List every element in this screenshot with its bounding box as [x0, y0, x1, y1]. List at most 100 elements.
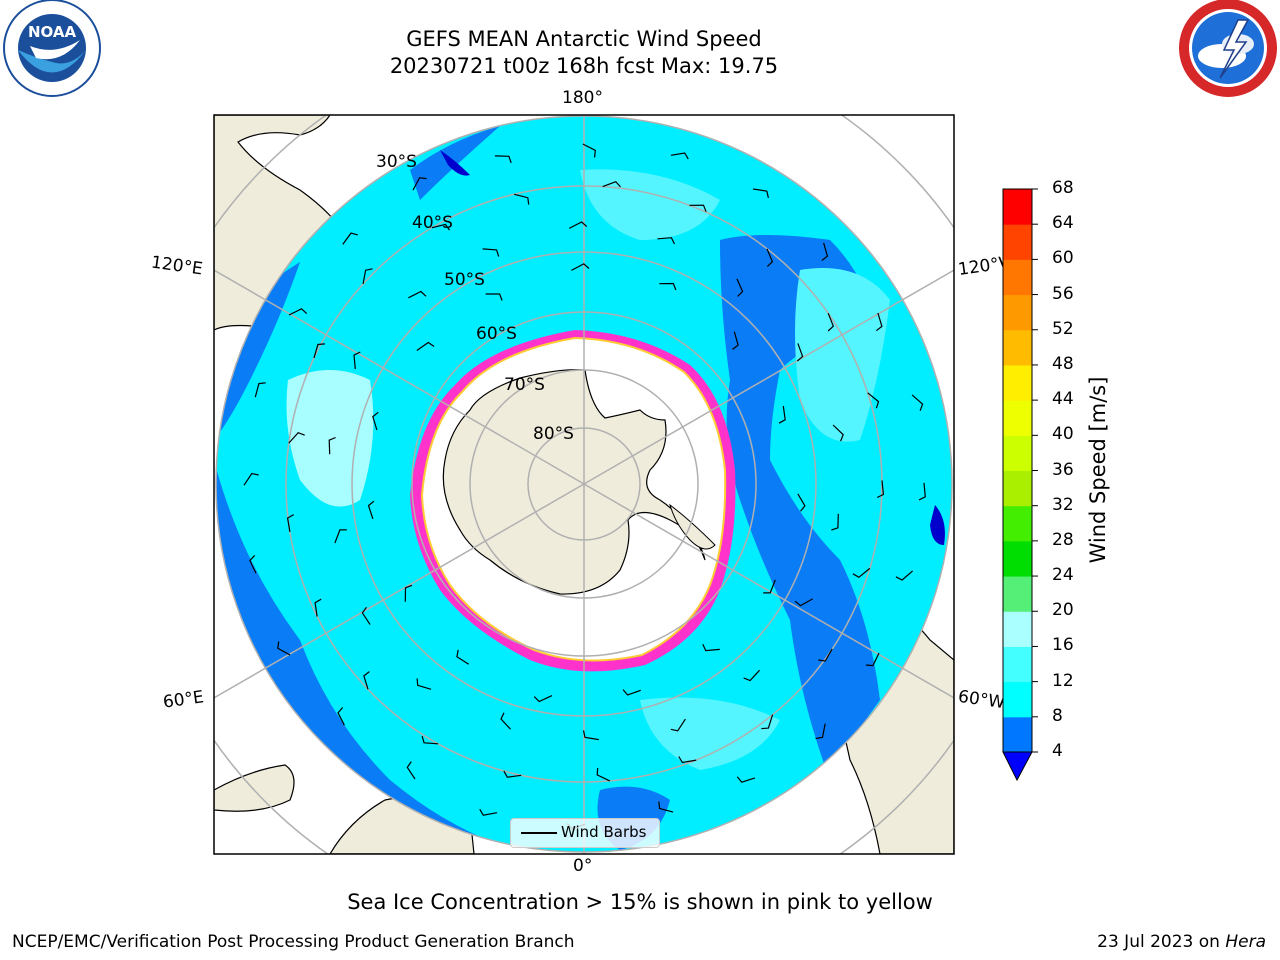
wind-barb [818, 648, 833, 662]
wind-barb [361, 606, 371, 625]
colorbar-segment [1003, 189, 1032, 225]
wind-barb [404, 584, 413, 602]
wind-barb [571, 263, 590, 271]
wind-barb [406, 761, 416, 780]
sea-ice-note: Sea Ice Concentration > 15% is shown in … [347, 890, 933, 914]
lat-label-70s: 70°S [504, 375, 545, 395]
colorbar-segment [1003, 364, 1032, 401]
wind-barb [602, 180, 621, 188]
wind-barb [334, 529, 347, 544]
colorbar-segment [1003, 400, 1032, 436]
wind-barb [342, 232, 358, 245]
wind-barb [761, 714, 774, 730]
wind-barb [702, 644, 720, 652]
colorbar-tick-label: 48 [1052, 353, 1074, 374]
colorbar-tick-label: 56 [1052, 283, 1074, 304]
wind-barb [416, 341, 435, 351]
nws-logo [1179, 0, 1277, 97]
wind-barb [622, 689, 641, 696]
wind-barb [736, 776, 756, 783]
wind-barb [479, 808, 498, 816]
wind-barb [678, 756, 697, 764]
map-title: GEFS MEAN Antarctic Wind Speed [406, 27, 762, 51]
wind-barb [286, 514, 294, 532]
wind-barb [689, 204, 707, 212]
wind-barb [288, 431, 305, 444]
wind-barb [867, 392, 880, 409]
wind-barb [533, 695, 553, 703]
wind-barb [876, 480, 885, 499]
wind-barb [752, 188, 769, 199]
noaa-logo-text: NOAA [28, 23, 77, 41]
map-subtitle: 20230721 t00z 168h fcst Max: 19.75 [389, 54, 779, 78]
colorbar-tick-label: 16 [1052, 635, 1074, 656]
wind-barb [456, 649, 470, 665]
wind-barb [408, 290, 427, 299]
wind-barb [821, 242, 829, 261]
legend-line-sample [521, 832, 557, 834]
wind-barb [796, 343, 804, 362]
wind-barb [766, 248, 774, 268]
footer-credit: NCEP/EMC/Verification Post Processing Pr… [12, 932, 575, 952]
footer-machine: Hera [1225, 932, 1266, 952]
wind-barb [249, 554, 257, 574]
wind-barb [254, 382, 266, 398]
lat-label-50s: 50°S [444, 270, 485, 290]
wind-barb [500, 712, 511, 730]
wind-barb [421, 735, 439, 745]
lat-label-40s: 40°S [412, 213, 453, 233]
lat-label-60s: 60°S [476, 324, 517, 344]
colorbar-tick-label: 32 [1052, 494, 1074, 515]
wind-barb [482, 248, 500, 257]
wind-barb [367, 500, 375, 520]
wind-barb [918, 482, 926, 501]
wind-barb [288, 308, 308, 316]
colorbar-segment [1003, 576, 1032, 612]
wind-barb [865, 652, 880, 667]
wind-barb [362, 268, 373, 285]
colorbar-tick-label: 40 [1052, 424, 1074, 445]
wind-barb [895, 570, 914, 581]
wind-barb [778, 405, 786, 424]
wind-barb [353, 351, 361, 370]
colorbar-segment [1003, 470, 1032, 507]
wind-barb [313, 343, 325, 359]
lat-label-30s: 30°S [376, 152, 417, 172]
colorbar-segment [1003, 294, 1032, 331]
wind-barb [852, 567, 871, 579]
colorbar-segment [1003, 716, 1032, 753]
wind-barb [658, 801, 674, 813]
wind-barb [337, 707, 345, 726]
wind-barb [503, 770, 522, 778]
wind-barb [743, 669, 761, 682]
wind-barb [732, 331, 739, 350]
wind-barb [243, 472, 259, 486]
graticule [214, 115, 954, 854]
wind-barb [363, 671, 370, 690]
wind-barb [582, 143, 596, 158]
wind-barb [832, 424, 844, 442]
colorbar-tick-label: 20 [1052, 600, 1074, 621]
wind-barb [659, 282, 677, 291]
wind-barb [485, 293, 503, 301]
wind-barb [815, 723, 826, 740]
colorbar-tick-label: 28 [1052, 529, 1074, 550]
wind-barb [736, 278, 744, 297]
colorbar-segment [1003, 259, 1032, 296]
lat-label-80s: 80°S [533, 424, 574, 444]
wind-barb [582, 730, 599, 741]
footer-date-text: 23 Jul 2023 on [1097, 932, 1226, 952]
colorbar-segment [1003, 646, 1032, 683]
noaa-logo: NOAA [3, 0, 101, 97]
colorbar-segment [1003, 611, 1032, 647]
colorbar-segment [1003, 540, 1032, 577]
colorbar-tick-label: 24 [1052, 565, 1074, 586]
footer-date: 23 Jul 2023 on Hera [1097, 932, 1266, 952]
wind-barb [372, 411, 379, 431]
colorbar-under-triangle [1002, 751, 1033, 782]
lon-label-0: 0° [573, 856, 593, 876]
wind-barb [670, 152, 689, 160]
colorbar-segment [1003, 224, 1032, 260]
wind-barb [911, 394, 924, 412]
